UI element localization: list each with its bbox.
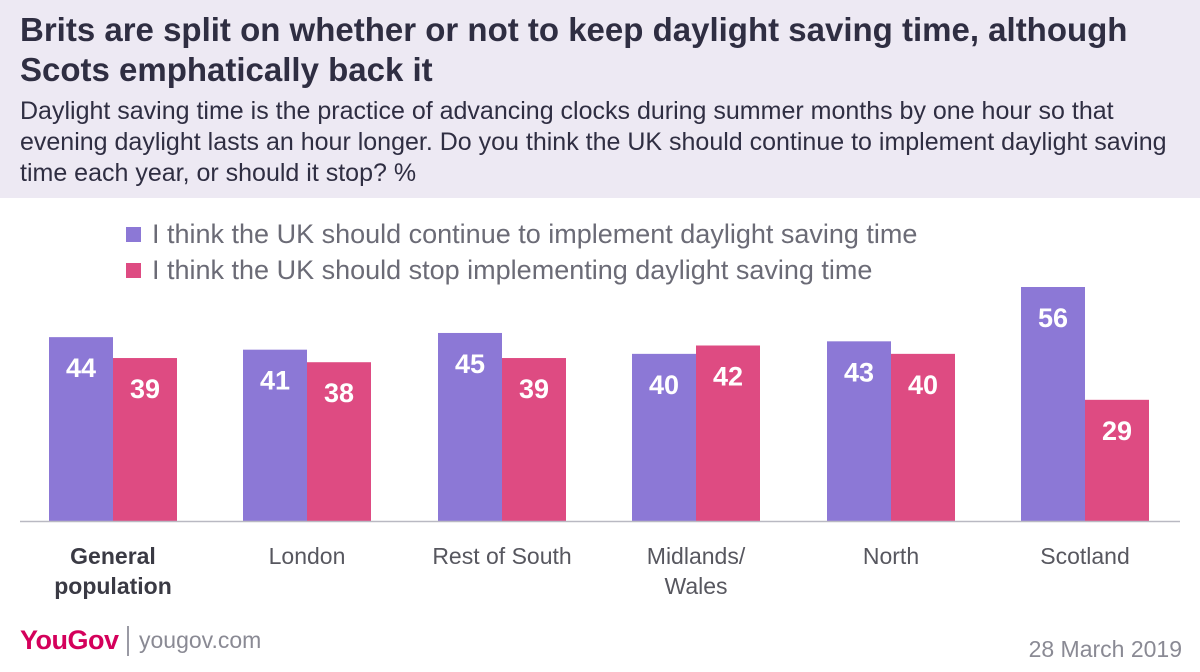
bar-value-continue-3: 40 [649, 370, 679, 400]
category-label-0-line-0: General [70, 543, 156, 569]
bar-continue-5 [1021, 287, 1085, 521]
legend-swatch-continue [126, 226, 141, 242]
bar-continue-0 [49, 337, 113, 521]
bar-value-stop-4: 40 [908, 370, 938, 400]
bar-stop-3 [696, 345, 760, 521]
legend-label-continue: I think the UK should continue to implem… [152, 218, 918, 249]
category-label-3-line-0: Midlands/ [647, 543, 746, 569]
category-label-5-line-0: Scotland [1040, 543, 1130, 569]
bar-stop-0 [113, 358, 177, 521]
footer-divider [127, 626, 129, 656]
bar-value-continue-0: 44 [66, 353, 96, 383]
bar-continue-2 [438, 332, 502, 521]
bar-value-continue-1: 41 [260, 366, 290, 396]
legend: I think the UK should continue to implem… [126, 216, 917, 288]
bar-continue-1 [243, 349, 307, 521]
header-panel: Brits are split on whether or not to kee… [0, 0, 1200, 198]
bar-value-continue-2: 45 [455, 349, 485, 379]
bar-continue-3 [632, 353, 696, 521]
category-label-3-line-1: Wales [664, 573, 727, 599]
bar-value-stop-2: 39 [519, 374, 549, 404]
legend-label-stop: I think the UK should stop implementing … [152, 254, 873, 285]
legend-item-stop: I think the UK should stop implementing … [126, 252, 917, 288]
chart-subtitle: Daylight saving time is the practice of … [20, 97, 1167, 187]
category-label-1-line-0: London [269, 543, 346, 569]
bar-value-stop-5: 29 [1102, 416, 1132, 446]
footer-date: 28 March 2019 [1028, 636, 1182, 662]
bar-stop-5 [1085, 399, 1149, 521]
legend-swatch-stop [126, 262, 141, 278]
bar-value-stop-3: 42 [713, 362, 743, 392]
category-label-4-line-0: North [863, 543, 919, 569]
bar-continue-4 [827, 341, 891, 521]
bar-value-continue-5: 56 [1038, 303, 1068, 333]
bar-value-continue-4: 43 [844, 357, 874, 387]
bar-stop-1 [307, 362, 371, 521]
legend-item-continue: I think the UK should continue to implem… [126, 216, 917, 252]
chart-title: Brits are split on whether or not to kee… [20, 11, 1128, 88]
bar-value-stop-0: 39 [130, 374, 160, 404]
bar-value-stop-1: 38 [324, 378, 354, 408]
yougov-logo: YouGov [20, 625, 119, 655]
category-label-2-line-0: Rest of South [432, 543, 571, 569]
category-label-0-line-1: population [54, 573, 172, 599]
bar-stop-2 [502, 358, 566, 521]
footer-site: yougov.com [139, 627, 262, 653]
bar-stop-4 [891, 353, 955, 521]
